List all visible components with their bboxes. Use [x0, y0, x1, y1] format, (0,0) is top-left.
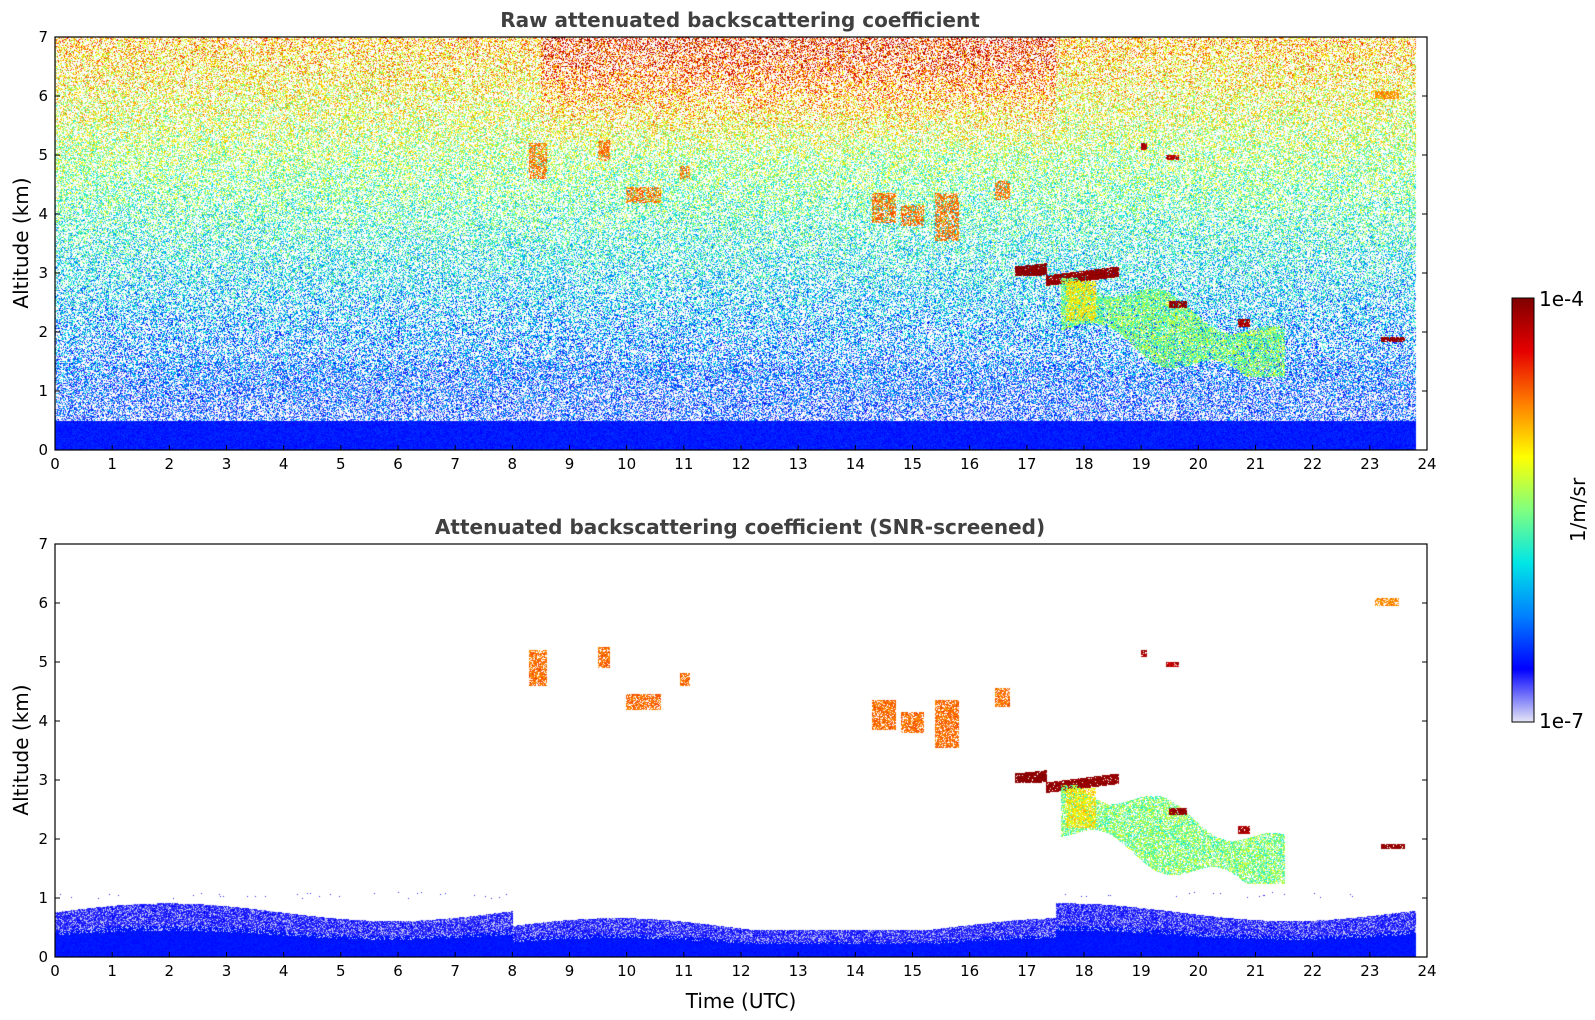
bottom-axis-ticks: 0 1 2 3 4 5 6 7 8 9 10 11 12 13 14 15 16 17 18 19 20 21 22 23 24… [38, 535, 1436, 980]
x-tick-label: 18 [1074, 962, 1093, 980]
colorbar-min-label: 1e-7 [1539, 709, 1584, 733]
x-tick-label: 21 [1246, 455, 1265, 473]
x-tick-label: 13 [789, 962, 808, 980]
x-tick-label: 3 [222, 962, 232, 980]
x-tick-label: 16 [960, 455, 979, 473]
x-tick-label: 22 [1303, 962, 1322, 980]
y-tick-label: 7 [38, 28, 48, 46]
x-tick-label: 14 [846, 455, 865, 473]
x-tick-label: 10 [617, 455, 636, 473]
x-tick-label: 7 [450, 455, 460, 473]
y-tick-label: 3 [38, 264, 48, 282]
colorbar-unit-label: 1/m/sr [1566, 477, 1590, 542]
x-tick-label: 20 [1189, 455, 1208, 473]
x-tick-label: 11 [674, 455, 693, 473]
y-tick-label: 2 [38, 830, 48, 848]
x-tick-label: 12 [731, 962, 750, 980]
y-tick-label: 0 [38, 441, 48, 459]
colorbar-frame [1511, 297, 1535, 723]
x-tick-label: 11 [674, 962, 693, 980]
x-tick-label: 23 [1360, 962, 1379, 980]
x-tick-label: 15 [903, 962, 922, 980]
x-tick-label: 22 [1303, 455, 1322, 473]
top-panel: Raw attenuated backscattering coefficien… [9, 8, 1437, 473]
x-tick-label: 8 [508, 962, 518, 980]
top-axis-ticks: 0 1 2 3 4 5 6 7 8 9 10 11 12 13 14 15 16 17 18 19 20 21 22 23 24… [38, 28, 1436, 473]
x-tick-label: 1 [107, 962, 117, 980]
x-tick-label: 8 [508, 455, 518, 473]
x-tick-label: 19 [1132, 962, 1151, 980]
x-tick-label: 20 [1189, 962, 1208, 980]
x-tick-label: 0 [50, 962, 60, 980]
x-tick-label: 4 [279, 962, 289, 980]
x-tick-label: 21 [1246, 962, 1265, 980]
colorbar-max-label: 1e-4 [1539, 287, 1584, 311]
x-tick-label: 17 [1017, 455, 1036, 473]
x-tick-label: 5 [336, 455, 346, 473]
colorbar-gradient [1512, 298, 1534, 722]
x-tick-label: 23 [1360, 455, 1379, 473]
y-tick-label: 5 [38, 653, 48, 671]
x-tick-label: 17 [1017, 962, 1036, 980]
x-tick-label: 14 [846, 962, 865, 980]
x-tick-label: 13 [789, 455, 808, 473]
y-tick-label: 3 [38, 771, 48, 789]
x-tick-label: 1 [107, 455, 117, 473]
x-tick-label: 12 [731, 455, 750, 473]
colorbar: 1e-4 1e-7 1/m/sr [1511, 287, 1590, 733]
y-tick-label: 1 [38, 382, 48, 400]
x-tick-label: 5 [336, 962, 346, 980]
top-panel-title: Raw attenuated backscattering coefficien… [500, 8, 980, 32]
x-tick-label: 24 [1417, 455, 1436, 473]
x-tick-label: 3 [222, 455, 232, 473]
x-tick-label: 0 [50, 455, 60, 473]
x-tick-label: 24 [1417, 962, 1436, 980]
x-tick-label: 2 [165, 962, 175, 980]
y-tick-label: 6 [38, 594, 48, 612]
y-tick-label: 4 [38, 205, 48, 223]
x-tick-label: 10 [617, 962, 636, 980]
y-tick-label: 6 [38, 87, 48, 105]
x-tick-label: 18 [1074, 455, 1093, 473]
y-tick-label: 4 [38, 712, 48, 730]
x-tick-label: 9 [565, 962, 575, 980]
bottom-panel: Attenuated backscattering coefficient (S… [9, 515, 1437, 1013]
x-tick-label: 6 [393, 962, 403, 980]
y-tick-label: 1 [38, 889, 48, 907]
x-tick-label: 19 [1132, 455, 1151, 473]
bottom-heatmap-frame [55, 544, 1427, 957]
x-tick-label: 6 [393, 455, 403, 473]
y-tick-label: 0 [38, 948, 48, 966]
y-tick-label: 2 [38, 323, 48, 341]
y-tick-label: 7 [38, 535, 48, 553]
x-tick-label: 2 [165, 455, 175, 473]
x-tick-label: 16 [960, 962, 979, 980]
top-heatmap-frame [55, 37, 1427, 450]
top-y-axis-label: Altitude (km) [9, 177, 33, 308]
bottom-panel-title: Attenuated backscattering coefficient (S… [435, 515, 1045, 539]
x-tick-label: 4 [279, 455, 289, 473]
x-tick-label: 7 [450, 962, 460, 980]
x-tick-label: 9 [565, 455, 575, 473]
y-tick-label: 5 [38, 146, 48, 164]
bottom-x-axis-label: Time (UTC) [685, 989, 797, 1013]
bottom-y-axis-label: Altitude (km) [9, 684, 33, 815]
x-tick-label: 15 [903, 455, 922, 473]
